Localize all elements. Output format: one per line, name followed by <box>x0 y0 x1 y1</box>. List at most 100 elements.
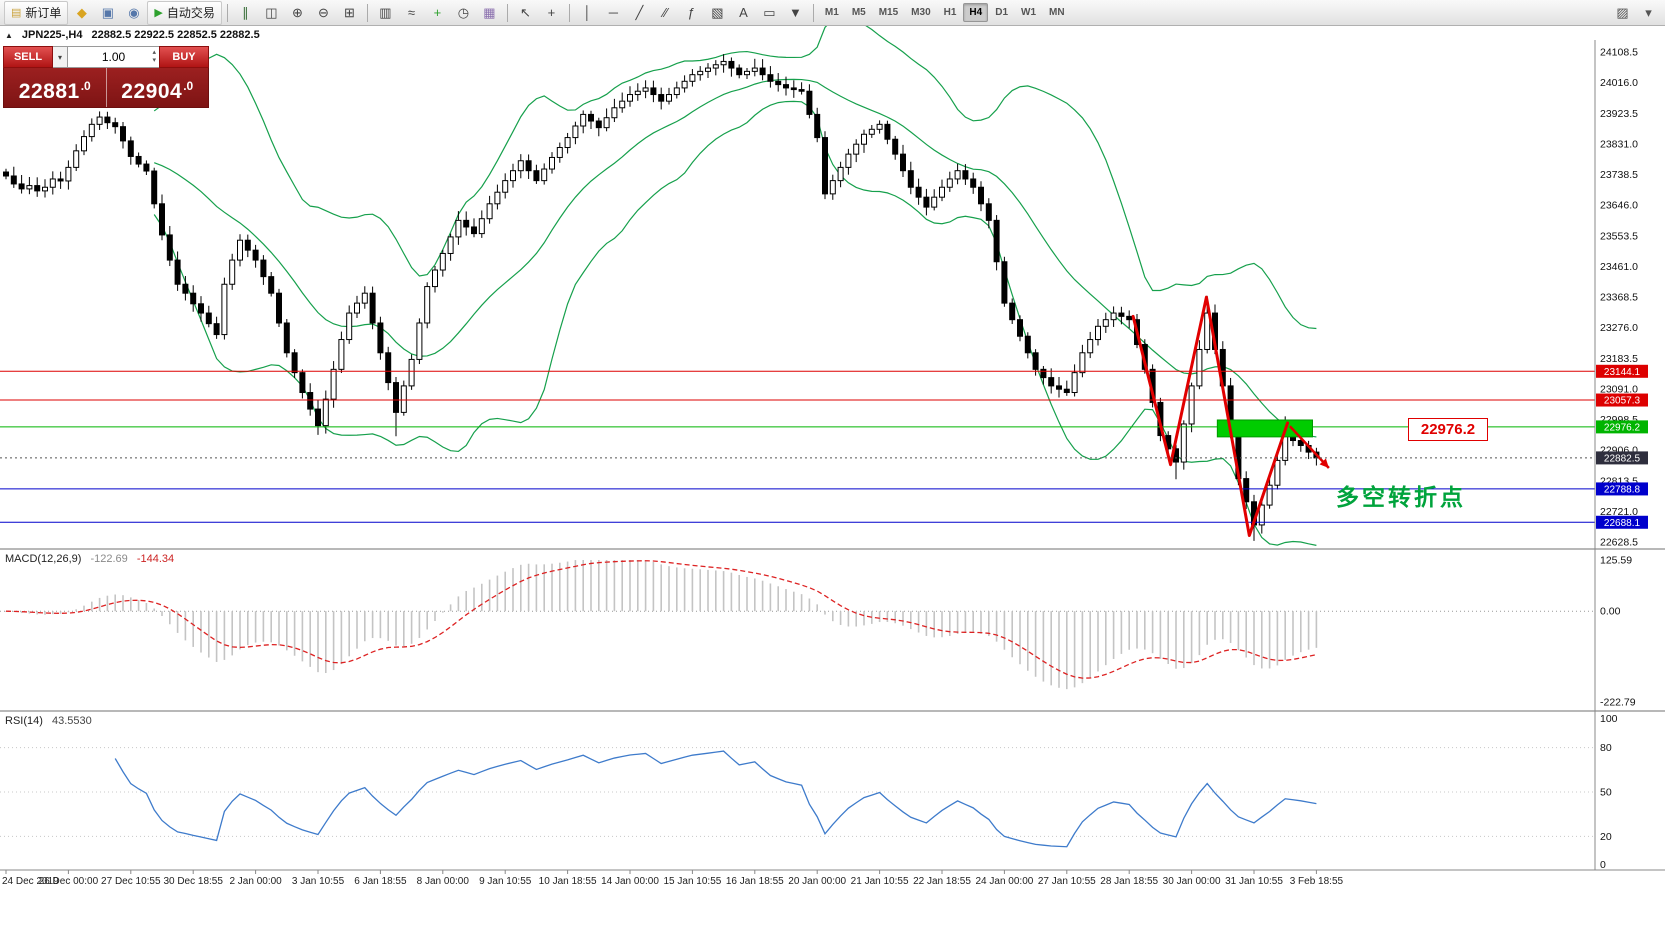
templates-icon[interactable]: ▦ <box>483 4 496 20</box>
timeframe-button-mn[interactable]: MN <box>1049 7 1065 18</box>
text-label-icon[interactable]: ▭ <box>763 4 776 20</box>
volume-spinner[interactable]: ▴ ▾ <box>152 49 156 65</box>
toolbar-separator <box>366 3 368 22</box>
chart-canvas[interactable]: 24108.5 24016.0 23923.5 23831.0 23738.5 23646… <box>0 26 1665 945</box>
timeframe-button-m30[interactable]: M30 <box>911 7 931 18</box>
timeframe-button-h1[interactable]: H1 <box>943 7 957 18</box>
svg-text:23461.0: 23461.0 <box>1600 261 1638 273</box>
panel-separator-rsi[interactable] <box>0 710 1665 712</box>
macd-panel[interactable]: 125.59 0.00 -222.79 <box>0 555 1636 709</box>
candlestick-chart-icon[interactable]: ◫ <box>265 4 278 20</box>
rsi-line <box>114 750 1317 848</box>
rsi-panel[interactable]: 100 80 50 20 0 <box>0 713 1618 871</box>
draw-tools-icon[interactable]: ▨ <box>1616 4 1629 20</box>
svg-text:28 Jan 18:55: 28 Jan 18:55 <box>1100 876 1158 887</box>
bars-small-icon[interactable]: ▥ <box>379 4 392 20</box>
price-axis[interactable]: 24108.5 24016.0 23923.5 23831.0 23738.5 23646… <box>1596 47 1648 549</box>
svg-text:23738.5: 23738.5 <box>1600 169 1638 181</box>
volume-down-icon[interactable]: ▾ <box>152 57 156 64</box>
volume-up-icon[interactable]: ▴ <box>152 49 156 56</box>
rsi-value: 43.5530 <box>51 715 92 727</box>
svg-text:23183.5: 23183.5 <box>1600 353 1638 365</box>
volume-input[interactable]: 1.00 ▴ ▾ <box>68 46 159 68</box>
sell-price-main: 22881 <box>18 80 80 103</box>
line-chart-icon[interactable]: ≈ <box>407 5 415 20</box>
svg-text:80: 80 <box>1600 742 1612 754</box>
green-zone-box[interactable] <box>1216 419 1313 438</box>
panel-separator-macd[interactable] <box>0 548 1665 550</box>
market-watch-icon[interactable]: ◉ <box>128 4 140 20</box>
one-click-toggle-icon[interactable]: ▲ <box>5 30 13 40</box>
red-arrow-annotation[interactable] <box>1288 425 1330 469</box>
svg-text:23553.5: 23553.5 <box>1600 230 1638 242</box>
red-zigzag-annotation[interactable] <box>1131 295 1290 538</box>
timeframe-button-h4[interactable]: H4 <box>963 3 989 22</box>
svg-text:10 Jan 18:55: 10 Jan 18:55 <box>539 876 597 887</box>
svg-text:31 Jan 10:55: 31 Jan 10:55 <box>1225 876 1283 887</box>
timeframe-button-d1[interactable]: D1 <box>995 7 1009 18</box>
chart-shot-icon[interactable]: ◆ <box>76 4 87 20</box>
new-order-button-icon: ▤ <box>11 7 22 19</box>
svg-text:3 Jan 10:55: 3 Jan 10:55 <box>292 876 345 887</box>
more-tools-icon[interactable]: ▾ <box>1645 4 1652 20</box>
svg-text:22976.2: 22976.2 <box>1604 422 1641 433</box>
sell-price[interactable]: 22881 .0 <box>4 68 107 107</box>
sell-button[interactable]: SELL <box>3 46 53 68</box>
svg-text:0.00: 0.00 <box>1600 606 1621 618</box>
svg-text:22628.5: 22628.5 <box>1600 537 1638 549</box>
new-order-button-label: 新订单 <box>25 6 62 20</box>
price-callout-label: 22976.2 <box>1408 418 1488 441</box>
bollinger-lower <box>153 100 1317 546</box>
volume-value: 1.00 <box>101 50 126 64</box>
text-icon[interactable]: A <box>739 5 748 20</box>
fibonacci-icon[interactable]: ƒ <box>687 5 696 20</box>
horizontal-line-icon[interactable]: ─ <box>608 5 619 20</box>
macd-signal-line <box>5 560 1317 679</box>
cursor-icon[interactable]: ↖ <box>519 4 531 20</box>
new-order-button[interactable]: ▤ 新订单 <box>4 0 69 25</box>
symbol-ohlc: 22882.5 22922.5 22852.5 22882.5 <box>91 29 260 41</box>
svg-text:27 Dec 10:55: 27 Dec 10:55 <box>101 876 161 887</box>
buy-price-frac: .0 <box>183 79 194 93</box>
chart-window[interactable]: 24108.5 24016.0 23923.5 23831.0 23738.5 23646… <box>0 26 1665 945</box>
shapes-icon[interactable]: ▧ <box>711 4 724 20</box>
svg-text:22882.5: 22882.5 <box>1604 453 1641 464</box>
zoom-out-icon[interactable]: ⊖ <box>317 4 329 20</box>
periods-icon[interactable]: ◷ <box>457 4 470 20</box>
channel-icon[interactable]: ∕∕ <box>663 5 668 20</box>
timeframe-button-m1[interactable]: M1 <box>824 7 839 18</box>
buy-price[interactable]: 22904 .0 <box>107 68 209 107</box>
zoom-in-icon[interactable]: ⊕ <box>291 4 303 20</box>
svg-text:-222.79: -222.79 <box>1600 697 1636 709</box>
svg-text:23091.0: 23091.0 <box>1600 383 1638 395</box>
svg-text:125.59: 125.59 <box>1600 555 1632 567</box>
profiles-icon[interactable]: ▣ <box>101 4 115 20</box>
macd-value-main: -122.69 <box>90 553 128 565</box>
horizontal-lines[interactable] <box>0 370 1595 523</box>
toolbar: ▤ 新订单 ◆ ▣ ◉ ▶ 自动交易 ∥ ◫ ⊕ ⊖ ⊞ ▥ ≈ + ◷ ▦ ↖ + │ ─ ╱ ∕∕ ƒ ▧ A ▭ ▼ M1 M5 M1… <box>0 0 1665 26</box>
volume-dropdown-icon[interactable]: ▾ <box>53 46 68 68</box>
red-arrow-head <box>1319 458 1329 469</box>
rsi-indicator-label: RSI(14) 43.5530 <box>5 715 92 727</box>
svg-text:6 Jan 18:55: 6 Jan 18:55 <box>354 876 407 887</box>
timeframe-button-m5[interactable]: M5 <box>851 7 866 18</box>
crosshair-icon[interactable]: + <box>547 5 556 20</box>
timeframe-button-w1[interactable]: W1 <box>1021 7 1037 18</box>
rsi-name: RSI(14) <box>5 715 43 727</box>
symbol-name: JPN225-,H4 <box>21 29 83 41</box>
svg-text:22 Jan 18:55: 22 Jan 18:55 <box>913 876 971 887</box>
timeframe-button-m15[interactable]: M15 <box>878 7 899 18</box>
arrows-icon[interactable]: ▼ <box>788 5 802 20</box>
tile-windows-icon[interactable]: ⊞ <box>343 4 355 20</box>
bar-chart-icon[interactable]: ∥ <box>242 4 249 20</box>
trendline-icon[interactable]: ╱ <box>635 4 644 20</box>
bollinger-upper <box>153 26 1317 330</box>
autotrading-button-icon: ▶ <box>154 7 163 19</box>
indicators-icon[interactable]: + <box>433 5 442 20</box>
vertical-line-icon[interactable]: │ <box>583 5 592 20</box>
buy-button[interactable]: BUY <box>159 46 209 68</box>
svg-text:23646.0: 23646.0 <box>1600 200 1638 212</box>
autotrading-button[interactable]: ▶ 自动交易 <box>147 0 222 25</box>
